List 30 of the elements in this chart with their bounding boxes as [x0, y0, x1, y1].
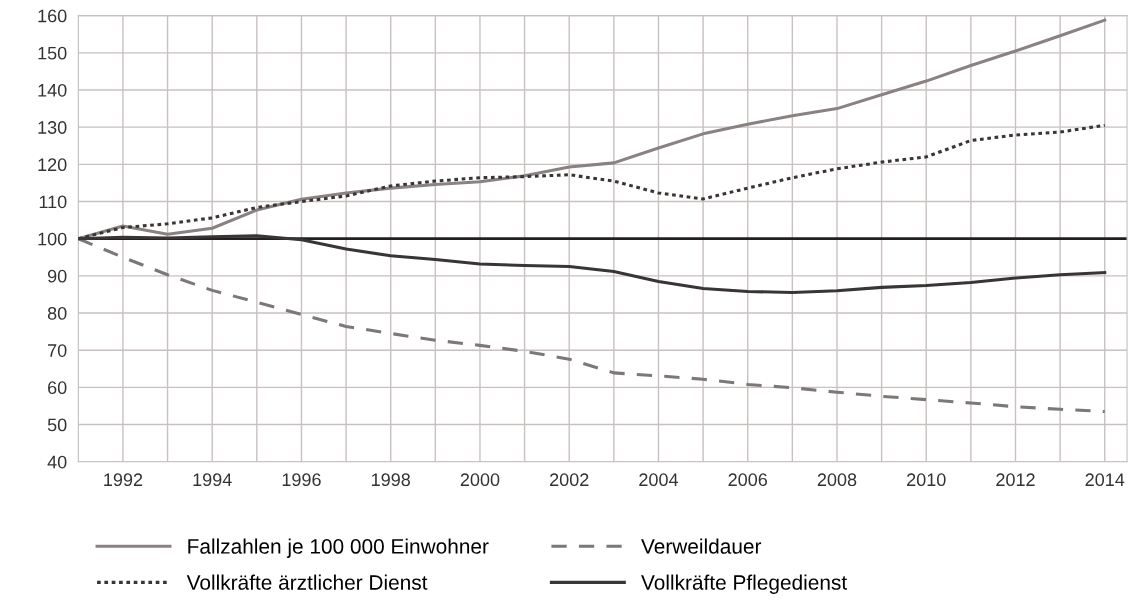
x-tick-label: 2004 — [639, 473, 679, 487]
y-tick-label: 110 — [39, 195, 67, 209]
legend-label: Vollkräfte Pflegedienst — [641, 574, 847, 594]
legend-label: Verweildauer — [641, 538, 762, 554]
x-tick-label: 2006 — [728, 473, 768, 487]
x-tick-label: 2002 — [550, 473, 589, 487]
line-series — [78, 237, 1107, 414]
y-tick-label: 100 — [38, 232, 67, 246]
y-tick-label: 40 — [47, 455, 67, 469]
y-tick-label: 130 — [38, 121, 67, 134]
x-tick-label: 2008 — [817, 473, 857, 487]
x-tick-label: 1992 — [104, 473, 143, 487]
x-tick-label: 2014 — [1085, 473, 1125, 487]
y-tick-label: 80 — [47, 306, 67, 320]
x-tick-label: 1994 — [193, 473, 232, 487]
y-tick-label: 70 — [48, 344, 67, 357]
y-tick-label: 160 — [38, 9, 67, 23]
legend-label: Vollkräfte ärztlicher Dienst — [186, 574, 428, 590]
y-tick-label: 120 — [38, 158, 67, 172]
x-tick-label: 2012 — [996, 473, 1035, 487]
y-tick-label: 60 — [48, 381, 67, 395]
y-tick-label: 150 — [38, 46, 67, 60]
legend-label: Fallzahlen je 100 000 Einwohner — [188, 538, 489, 558]
y-tick-label: 90 — [47, 269, 67, 283]
y-tick-label: 50 — [47, 418, 67, 432]
x-tick-label: 2000 — [460, 473, 500, 487]
y-tick-label: 140 — [38, 83, 67, 97]
x-tick-label: 2010 — [907, 473, 946, 487]
x-tick-label: 1998 — [372, 473, 411, 487]
x-tick-label: 1996 — [282, 473, 321, 487]
